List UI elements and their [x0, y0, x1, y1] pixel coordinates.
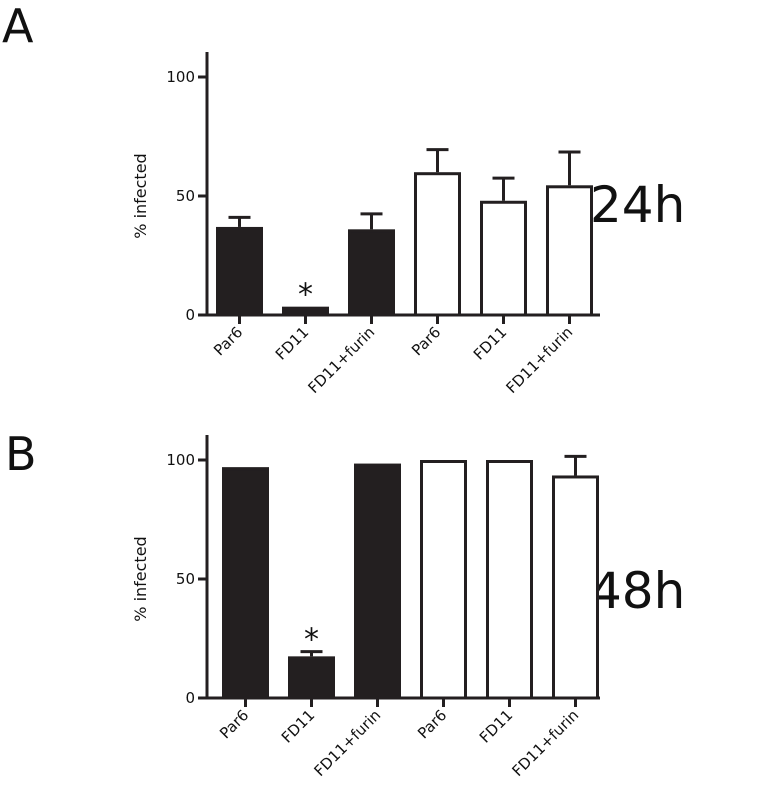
x-tick-label: FD11 [278, 706, 318, 746]
panel-letter: A [2, 0, 34, 53]
bar [552, 475, 599, 700]
x-tick-label: FD11+furin [502, 323, 576, 397]
y-axis-label: % infected [131, 153, 150, 238]
bar [486, 460, 533, 700]
bar [480, 200, 527, 317]
x-tick-label: FD11+furin [304, 323, 378, 397]
panel-letter: B [5, 427, 37, 481]
bar [420, 460, 467, 700]
x-tick-label: Par6 [210, 323, 246, 359]
significance-star: * [298, 278, 313, 313]
y-tick-label: 100 [166, 68, 195, 86]
y-tick-label: 100 [166, 451, 195, 469]
x-tick-label: Par6 [408, 323, 444, 359]
x-tick-label: FD11 [272, 323, 312, 363]
y-tick-label: 50 [176, 187, 195, 205]
bar [288, 656, 335, 700]
x-tick-label: FD11 [476, 706, 516, 746]
significance-star: * [304, 623, 319, 658]
bar [222, 467, 269, 700]
x-tick-label: FD11 [470, 323, 510, 363]
bar [354, 463, 401, 700]
y-tick-label: 50 [176, 570, 195, 588]
bar [414, 172, 461, 317]
x-tick-label: FD11+furin [508, 706, 582, 780]
y-tick-label: 0 [185, 689, 195, 707]
time-label: 48h [590, 562, 685, 620]
y-tick-label: 0 [185, 306, 195, 324]
x-tick-label: FD11+furin [310, 706, 384, 780]
bar [348, 229, 395, 317]
bar [216, 226, 263, 317]
x-tick-label: Par6 [414, 706, 450, 742]
y-axis-label: % infected [131, 536, 150, 621]
x-tick-label: Par6 [216, 706, 252, 742]
bar [546, 185, 593, 317]
time-label: 24h [590, 176, 685, 234]
